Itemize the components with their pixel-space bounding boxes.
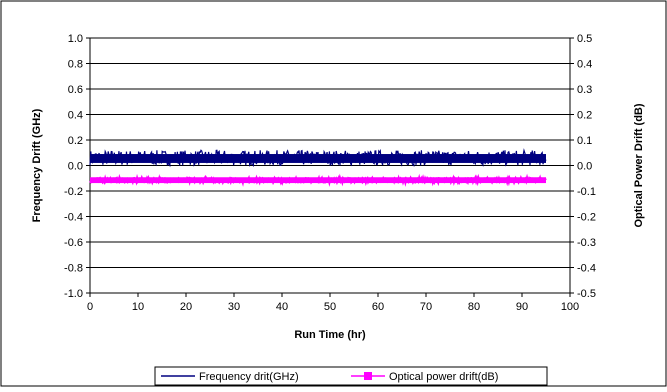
x-tick-label: 30 [228,301,240,313]
x-tick-label: 20 [180,301,192,313]
x-tick-label: 90 [516,301,528,313]
y-right-tick-label: 0.2 [577,110,592,122]
x-tick-label: 60 [372,301,384,313]
y-right-tick-label: -0.4 [577,263,596,275]
y-left-tick-label: -0.2 [64,186,83,198]
x-tick-label: 0 [87,301,93,313]
y-left-tick-label: 0.6 [68,84,83,96]
y-right-tick-label: 0.0 [577,161,592,173]
y-right-tick-label: -0.5 [577,288,596,300]
legend-label-frequency: Frequency drit(GHz) [199,371,299,383]
x-tick-label: 50 [324,301,336,313]
y-right-tick-label: 0.3 [577,84,592,96]
legend-label-optical: Optical power drift(dB) [389,371,498,383]
y-left-tick-label: 0.0 [68,161,83,173]
legend-marker-optical [364,372,372,380]
y-left-tick-label: 0.8 [68,59,83,71]
x-tick-label: 80 [468,301,480,313]
y-right-tick-label: -0.1 [577,186,596,198]
y-left-tick-label: 1.0 [68,33,83,45]
y-right-axis-title: Optical Power Drift (dB) [633,103,645,227]
x-tick-label: 100 [561,301,579,313]
y-left-axis-title: Frequency Drift (GHz) [31,108,43,222]
y-right-tick-label: -0.3 [577,237,596,249]
x-tick-label: 10 [132,301,144,313]
y-left-tick-label: -1.0 [64,288,83,300]
axis-layer: 1.0 0.5 0.8 0.4 0.6 0.3 0.4 0.2 0.2 0.1 0.0 0.0 -0.2… [64,33,596,313]
legend: Frequency drit(GHz) Optical power drift(… [154,366,548,386]
y-left-tick-label: -0.8 [64,263,83,275]
series-band-optical [90,177,546,184]
y-left-tick-label: 0.2 [68,135,83,147]
x-tick-label: 40 [276,301,288,313]
y-left-tick-label: -0.6 [64,237,83,249]
y-right-tick-label: 0.4 [577,59,592,71]
y-right-tick-label: -0.2 [577,212,596,224]
x-axis-title: Run Time (hr) [294,329,366,341]
series-layer [89,148,547,187]
y-right-tick-label: 0.1 [577,135,592,147]
x-tick-label: 70 [420,301,432,313]
series-band-frequency [90,154,546,163]
y-right-tick-label: 0.5 [577,33,592,45]
y-left-tick-label: 0.4 [68,110,83,122]
y-left-tick-label: -0.4 [64,212,83,224]
